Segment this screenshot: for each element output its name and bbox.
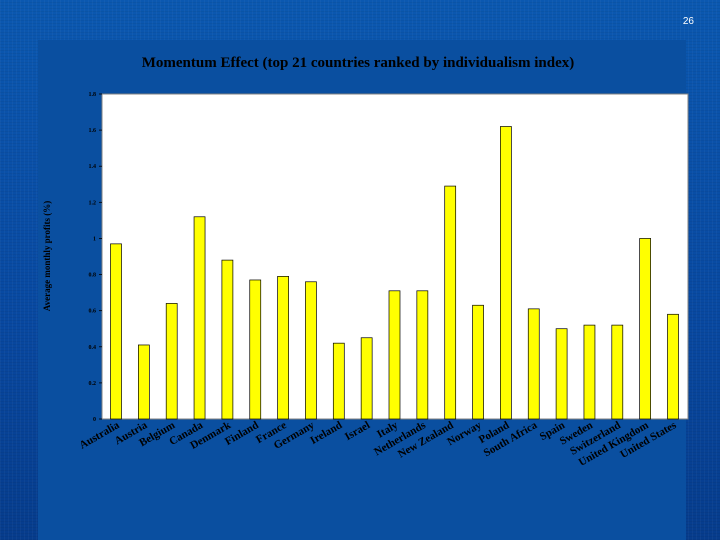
bar-united-states <box>667 313 679 420</box>
y-tick-label: 0.2 <box>89 381 97 387</box>
bar-switzerland <box>611 324 624 420</box>
bar-finland <box>249 279 262 420</box>
y-tick-label: 0.4 <box>89 345 97 351</box>
y-tick-label: 1.4 <box>89 164 97 170</box>
y-tick-label: 1.6 <box>89 128 97 134</box>
bar-poland <box>500 126 512 420</box>
bar-israel <box>360 337 373 420</box>
bar-france <box>277 276 289 420</box>
bar-ireland <box>332 342 345 420</box>
bar-sweden <box>583 324 596 420</box>
y-tick-label: 0.8 <box>89 273 97 279</box>
bar-germany <box>305 281 317 420</box>
bar-denmark <box>221 259 234 420</box>
bar-canada <box>193 216 206 420</box>
chart-title: Momentum Effect (top 21 countries ranked… <box>142 55 575 71</box>
y-tick-label: 1.8 <box>89 92 97 98</box>
y-tick-label: 1 <box>93 236 96 242</box>
y-tick-label: 0.6 <box>89 309 97 315</box>
bar-belgium <box>165 303 178 420</box>
bar-south-africa <box>527 308 540 420</box>
bars <box>110 126 679 420</box>
bar-spain <box>555 328 568 420</box>
bar-australia <box>110 243 122 420</box>
bar-united-kingdom <box>639 238 652 420</box>
y-axis-ticks: 0 0.2 0.4 0.6 0.8 1 1.2 1.4 1.6 1.8 <box>89 92 102 423</box>
y-axis-label: Average monthly profits (%) <box>42 201 52 311</box>
bar-italy <box>388 290 401 420</box>
bar-norway <box>472 304 484 420</box>
page-number: 26 <box>682 16 694 27</box>
bar-new-zealand <box>444 185 457 420</box>
y-tick-label: 0 <box>93 417 96 423</box>
bar-netherlands <box>416 290 429 420</box>
bar-austria <box>138 344 150 420</box>
y-tick-label: 1.2 <box>89 200 97 206</box>
